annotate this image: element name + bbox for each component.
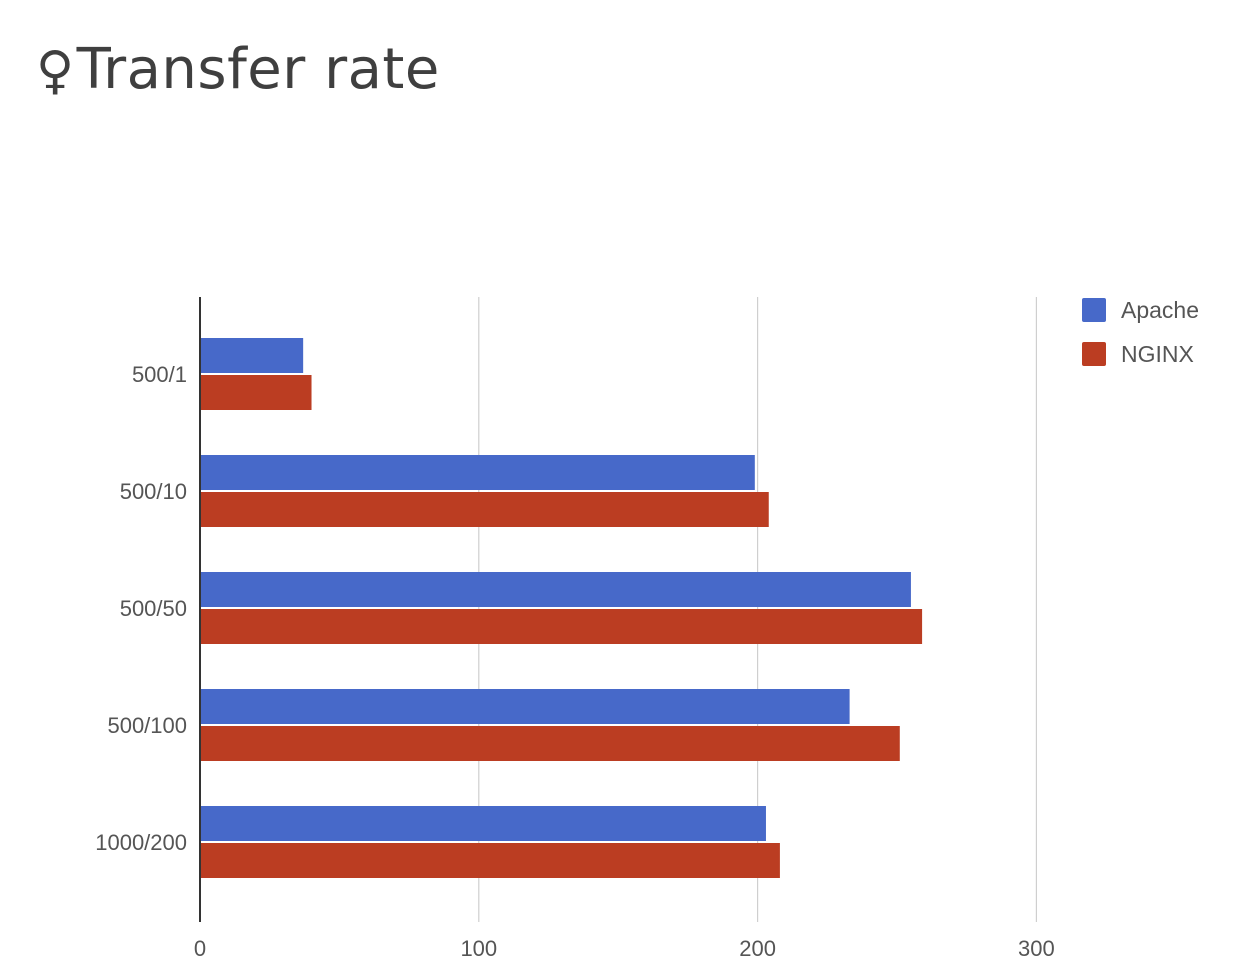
bars <box>200 338 923 878</box>
bar-apache-500-50 <box>200 572 911 607</box>
legend-label-apache: Apache <box>1121 297 1199 323</box>
y-tick-label: 500/1 <box>132 362 187 387</box>
y-tick-label: 500/100 <box>107 713 187 738</box>
bar-apache-500-100 <box>200 689 850 724</box>
bar-nginx-500-100 <box>200 726 900 761</box>
x-tick-label: 200 <box>739 936 776 961</box>
bar-nginx-500-50 <box>200 609 923 644</box>
x-tick-label: 100 <box>460 936 497 961</box>
bar-nginx-500-1 <box>200 375 312 410</box>
bar-nginx-1000-200 <box>200 843 780 878</box>
legend-swatch-apache <box>1082 298 1106 322</box>
legend-swatch-nginx <box>1082 342 1106 366</box>
y-tick-label: 1000/200 <box>95 830 187 855</box>
x-tick-labels: 0 100 200 300 <box>194 936 1055 961</box>
bar-apache-500-10 <box>200 455 755 490</box>
bar-nginx-500-10 <box>200 492 769 527</box>
legend: Apache NGINX <box>1082 297 1199 367</box>
bar-apache-500-1 <box>200 338 304 373</box>
bar-apache-1000-200 <box>200 806 766 841</box>
x-tick-label: 0 <box>194 936 206 961</box>
legend-label-nginx: NGINX <box>1121 341 1194 367</box>
page-title-text: Transfer rate <box>76 37 440 102</box>
y-tick-label: 500/10 <box>120 479 187 504</box>
page-title: ♀Transfer rate <box>36 34 440 107</box>
y-tick-labels: 500/1 500/10 500/50 500/100 1000/200 <box>95 362 187 855</box>
female-sign-icon: ♀ <box>36 41 75 101</box>
x-tick-label: 300 <box>1018 936 1055 961</box>
y-tick-label: 500/50 <box>120 596 187 621</box>
